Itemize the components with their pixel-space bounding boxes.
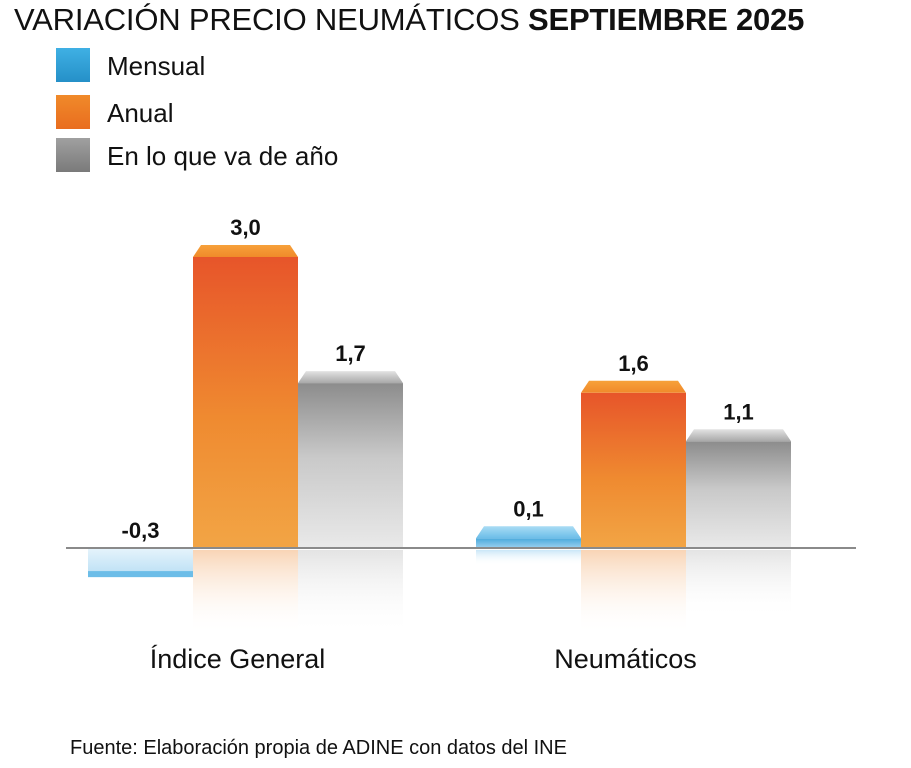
legend-swatch-anual xyxy=(56,95,90,129)
bar-mensual-indice-general-edge xyxy=(88,571,193,578)
bar-en-lo-que-va-neumaticos xyxy=(686,441,791,548)
category-label-neumaticos: Neumáticos xyxy=(554,644,697,674)
bar-mensual-neumaticos xyxy=(476,538,581,548)
bar-anual-indice-general-reflection xyxy=(193,550,298,635)
legend-label-en-lo-que-va: En lo que va de año xyxy=(107,141,339,171)
category-label-indice-general: Índice General xyxy=(150,644,326,674)
value-label-mensual-neumaticos: 0,1 xyxy=(513,496,544,521)
bar-en-lo-que-va-indice-general-cap xyxy=(298,371,403,384)
bar-en-lo-que-va-neumaticos-reflection xyxy=(686,550,791,619)
legend-item-anual: Anual xyxy=(56,95,416,129)
value-label-anual-indice-general: 3,0 xyxy=(230,215,261,240)
legend-label-mensual: Mensual xyxy=(107,51,206,81)
value-label-mensual-indice-general: -0,3 xyxy=(122,518,160,543)
bar-anual-indice-general xyxy=(193,257,298,548)
legend-item-mensual: Mensual xyxy=(56,48,416,82)
bar-anual-neumaticos-reflection xyxy=(581,550,686,635)
legend-swatch-en-lo-que-va xyxy=(56,138,90,172)
legend-label-anual: Anual xyxy=(107,98,174,128)
bar-en-lo-que-va-neumaticos-cap xyxy=(686,429,791,442)
bar-mensual-neumaticos-cap xyxy=(476,526,581,539)
value-label-anual-neumaticos: 1,6 xyxy=(618,351,649,376)
bar-mensual-neumaticos-reflection xyxy=(476,550,581,566)
source-note: Fuente: Elaboración propia de ADINE con … xyxy=(70,737,567,759)
value-label-en-lo-que-va-neumaticos: 1,1 xyxy=(723,399,754,424)
chart-title-regular: VARIACIÓN PRECIO NEUMÁTICOS xyxy=(14,2,520,37)
legend-swatch-mensual xyxy=(56,48,90,82)
bar-en-lo-que-va-indice-general xyxy=(298,383,403,548)
bar-anual-neumaticos xyxy=(581,392,686,548)
bar-en-lo-que-va-indice-general-reflection xyxy=(298,550,403,635)
bar-anual-indice-general-cap xyxy=(193,245,298,257)
chart-title-bold: SEPTIEMBRE 2025 xyxy=(528,2,805,37)
bar-anual-neumaticos-cap xyxy=(581,380,686,393)
legend-item-en-lo-que-va: En lo que va de año xyxy=(56,138,416,172)
chart-title: VARIACIÓN PRECIO NEUMÁTICOS SEPTIEMBRE 2… xyxy=(14,2,804,38)
value-label-en-lo-que-va-indice-general: 1,7 xyxy=(335,341,366,366)
